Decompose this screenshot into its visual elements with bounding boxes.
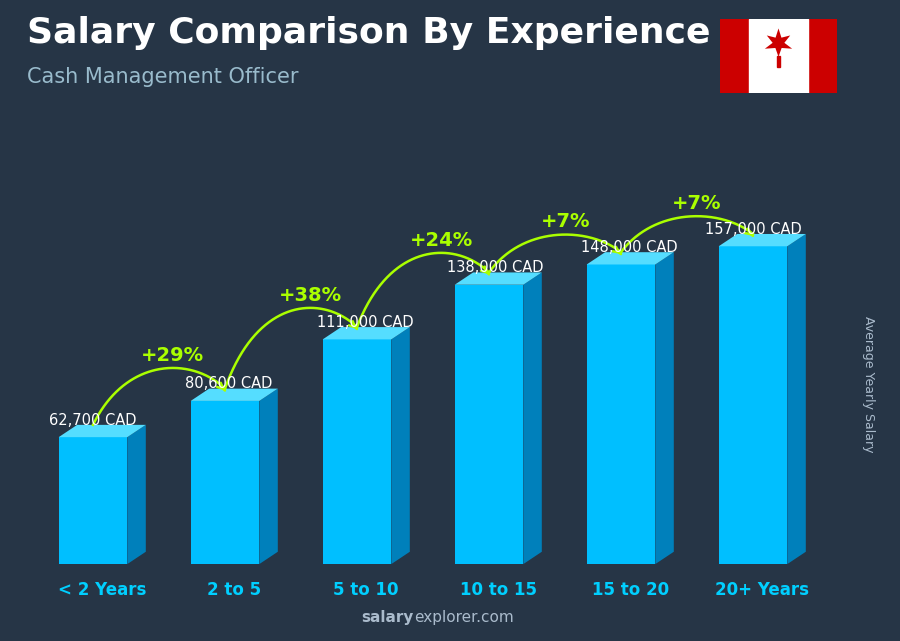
Polygon shape: [719, 234, 806, 246]
Text: 15 to 20: 15 to 20: [591, 581, 669, 599]
Text: +38%: +38%: [279, 286, 342, 305]
Text: salary: salary: [362, 610, 414, 625]
Polygon shape: [58, 425, 146, 437]
Bar: [749, 19, 808, 93]
Polygon shape: [259, 388, 278, 564]
Text: 80,600 CAD: 80,600 CAD: [185, 376, 273, 391]
Polygon shape: [454, 272, 542, 285]
Polygon shape: [127, 425, 146, 564]
Text: Salary Comparison By Experience: Salary Comparison By Experience: [27, 16, 710, 50]
Polygon shape: [788, 234, 806, 564]
Polygon shape: [191, 401, 259, 564]
Text: +24%: +24%: [410, 231, 472, 250]
Polygon shape: [719, 246, 788, 564]
Text: explorer.com: explorer.com: [414, 610, 514, 625]
Text: 138,000 CAD: 138,000 CAD: [446, 260, 544, 275]
Text: 2 to 5: 2 to 5: [207, 581, 261, 599]
Text: 157,000 CAD: 157,000 CAD: [705, 222, 801, 237]
Text: +7%: +7%: [541, 213, 590, 231]
Text: 20+ Years: 20+ Years: [716, 581, 809, 599]
Polygon shape: [655, 252, 674, 564]
Polygon shape: [587, 265, 655, 564]
Polygon shape: [587, 252, 674, 265]
Bar: [808, 19, 837, 93]
Polygon shape: [323, 339, 392, 564]
Polygon shape: [323, 327, 410, 339]
Polygon shape: [523, 272, 542, 564]
Text: +7%: +7%: [672, 194, 722, 213]
Bar: [720, 19, 749, 93]
Polygon shape: [392, 327, 410, 564]
Polygon shape: [191, 388, 278, 401]
Text: 5 to 10: 5 to 10: [334, 581, 399, 599]
Polygon shape: [58, 437, 127, 564]
Text: Average Yearly Salary: Average Yearly Salary: [862, 317, 875, 453]
Text: 148,000 CAD: 148,000 CAD: [581, 240, 678, 255]
Text: 62,700 CAD: 62,700 CAD: [50, 413, 137, 428]
Text: < 2 Years: < 2 Years: [58, 581, 147, 599]
Text: 10 to 15: 10 to 15: [460, 581, 536, 599]
Text: 111,000 CAD: 111,000 CAD: [318, 315, 414, 329]
Polygon shape: [454, 285, 523, 564]
Polygon shape: [765, 28, 792, 57]
Text: Cash Management Officer: Cash Management Officer: [27, 67, 299, 87]
Bar: [778, 56, 779, 67]
Text: +29%: +29%: [141, 346, 204, 365]
